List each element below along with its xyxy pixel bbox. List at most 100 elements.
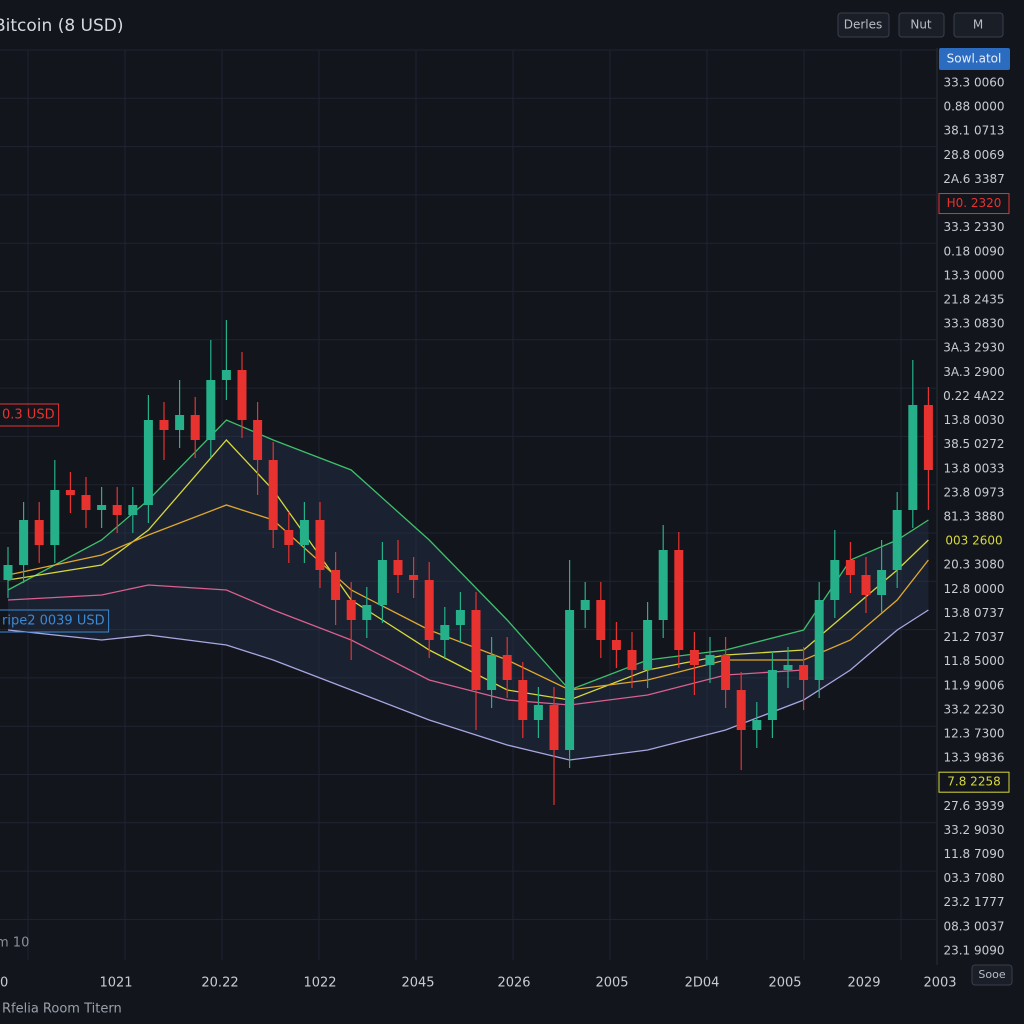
candle-body	[892, 510, 902, 570]
price-label: 003 2600	[945, 534, 1002, 548]
candle-body	[814, 600, 824, 680]
price-label: 33.3 0830	[943, 317, 1004, 331]
toolbar-button[interactable]	[953, 12, 1004, 38]
candle-body	[877, 570, 887, 595]
price-label: 13.8 0737	[943, 606, 1004, 620]
price-label: 13.3 0000	[943, 268, 1004, 282]
corner-label: m 10	[0, 936, 29, 951]
candle-body	[674, 550, 684, 650]
candle-body	[643, 620, 653, 670]
price-label: 2A.6 3387	[943, 172, 1004, 186]
price-label: 0.18 0090	[943, 244, 1004, 258]
price-label: 13.3 9836	[943, 751, 1004, 765]
price-label: 21.8 2435	[943, 292, 1004, 306]
x-tick-label: 2D04	[685, 976, 720, 991]
candle-body	[206, 380, 216, 440]
candle-body	[175, 415, 185, 430]
price-label: H0. 2320	[947, 196, 1002, 210]
indicator-line	[7, 609, 929, 761]
candle-body	[3, 565, 13, 580]
x-tick-label: 2005	[595, 976, 628, 991]
price-label: 13.8 0030	[943, 413, 1004, 427]
candle-body	[736, 690, 746, 730]
candle-body	[65, 490, 75, 495]
candle-body	[81, 495, 91, 510]
candle-body	[424, 580, 434, 640]
candle-body	[689, 650, 699, 665]
band-fill	[8, 420, 929, 760]
x-tick-label: 2029	[847, 976, 880, 991]
candle-body	[362, 605, 372, 620]
candle-body	[315, 520, 325, 570]
candle-body	[112, 505, 122, 515]
toolbar-button[interactable]	[837, 12, 890, 38]
candle-body	[861, 575, 871, 595]
price-label: 38.5 0272	[943, 437, 1004, 451]
axis-button[interactable]	[939, 48, 1010, 70]
price-label: 28.8 0069	[943, 148, 1004, 162]
left-marker-label: ripe2 0039 USD	[2, 614, 105, 629]
candle-body	[34, 520, 44, 545]
candle-body	[455, 610, 465, 625]
candle-body	[440, 625, 450, 640]
candle-body	[268, 460, 278, 530]
x-tick-label: 2005	[768, 976, 801, 991]
candle-body	[97, 505, 107, 510]
candle-body	[393, 560, 403, 575]
candle-body	[565, 610, 575, 750]
candle-body	[611, 640, 621, 650]
price-label: 38.1 0713	[943, 124, 1004, 138]
candle-body	[409, 575, 419, 580]
candle-body	[596, 600, 606, 640]
candle-body	[143, 420, 153, 505]
axis-button-label[interactable]: Sowl.atol	[947, 52, 1002, 66]
price-label: 21.2 7037	[943, 630, 1004, 644]
x-tick-label: 2003	[923, 976, 956, 991]
price-label: 03.3 7080	[943, 871, 1004, 885]
price-label: 7.8 2258	[947, 775, 1000, 789]
price-label: 12.3 7300	[943, 726, 1004, 740]
x-tick-label: 1021	[99, 976, 132, 991]
corner-button[interactable]	[971, 964, 1013, 986]
price-label: 33.3 2330	[943, 220, 1004, 234]
candle-body	[830, 560, 840, 600]
candle-body	[284, 530, 294, 545]
price-label: 3A.3 2900	[943, 365, 1004, 379]
price-label: 33.3 0060	[943, 76, 1004, 90]
price-marker-box	[938, 771, 1010, 793]
price-label: 23.1 9090	[943, 943, 1004, 957]
price-label: 20.3 3080	[943, 558, 1004, 572]
candle-body	[19, 520, 29, 565]
toolbar-button-label[interactable]: M	[973, 18, 983, 32]
price-label: 81.3 3880	[943, 509, 1004, 523]
x-tick-label: 00	[0, 976, 8, 991]
price-label: 11.8 5000	[943, 654, 1004, 668]
candle-body	[253, 420, 263, 460]
price-label: 13.8 0033	[943, 461, 1004, 475]
toolbar-button-label[interactable]: Nut	[910, 18, 932, 32]
candle-body	[549, 705, 559, 750]
x-tick-label: 1022	[303, 976, 336, 991]
candle-body	[190, 415, 200, 440]
caption: Rfelia Room Titern	[2, 1002, 122, 1017]
chart-title: Bitcoin (8 USD)	[0, 16, 124, 36]
toolbar-button-label[interactable]: Derles	[844, 18, 883, 32]
candle-body	[237, 370, 247, 420]
left-marker-box	[0, 403, 60, 427]
price-label: 0.88 0000	[943, 100, 1004, 114]
price-label: 08.3 0037	[943, 919, 1004, 933]
candle-body	[50, 490, 60, 545]
price-label: 11.9 9006	[943, 678, 1004, 692]
candle-body	[705, 655, 715, 665]
price-label: 33.2 2230	[943, 702, 1004, 716]
candle-body	[658, 550, 668, 620]
candle-body	[502, 655, 512, 680]
price-label: 23.8 0973	[943, 485, 1004, 499]
toolbar-button[interactable]	[898, 12, 945, 38]
x-tick-label: 2045	[401, 976, 434, 991]
candle-body	[721, 655, 731, 690]
corner-button-label[interactable]: Sooe	[978, 968, 1005, 981]
